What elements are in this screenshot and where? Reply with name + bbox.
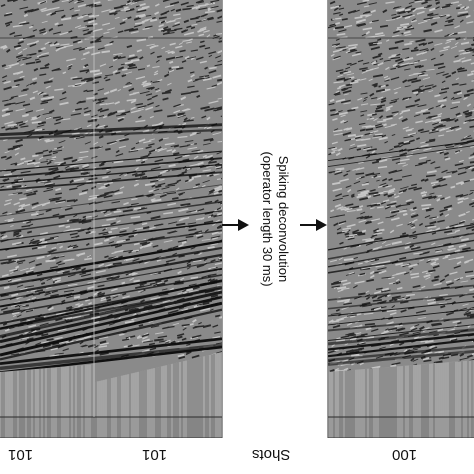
- process-band: [222, 0, 328, 438]
- shot-label-101-a: 101: [8, 446, 34, 463]
- arrow-right-icon: [222, 219, 249, 231]
- seismic-section-after: [328, 0, 474, 438]
- seismic-section-before: [0, 0, 222, 438]
- seismic-reflectors: [328, 140, 474, 366]
- shots-axis-label: Shots: [252, 446, 291, 463]
- axis-labels: 101 101 Shots 100: [0, 438, 474, 474]
- shot-label-100: 100: [392, 446, 418, 463]
- caption-line-2: (operator length 30 ms): [260, 151, 275, 287]
- seismic-panel-after: [328, 0, 474, 438]
- seismic-mute-zone: [328, 360, 474, 438]
- arrow-right-icon: [300, 219, 327, 231]
- process-caption: Spiking deconvolution (operator length 3…: [259, 109, 291, 329]
- seismic-panel-before: [0, 0, 222, 438]
- seismic-mute-zone: [0, 352, 222, 438]
- caption-line-1: Spiking deconvolution: [276, 155, 291, 283]
- seismic-reflectors: [0, 123, 222, 374]
- shot-label-101-b: 101: [142, 446, 168, 463]
